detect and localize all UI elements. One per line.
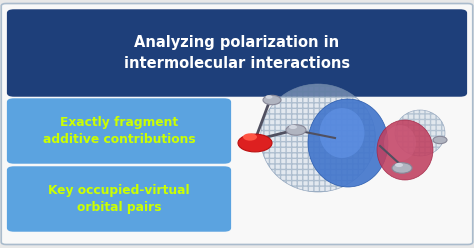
Text: Analyzing polarization in
intermolecular interactions: Analyzing polarization in intermolecular… — [124, 35, 350, 71]
Circle shape — [238, 134, 272, 152]
FancyBboxPatch shape — [7, 166, 231, 232]
Circle shape — [289, 125, 297, 129]
Ellipse shape — [319, 108, 365, 158]
Ellipse shape — [308, 99, 388, 187]
FancyBboxPatch shape — [1, 3, 473, 245]
Ellipse shape — [261, 84, 375, 192]
Circle shape — [286, 125, 306, 135]
Circle shape — [265, 95, 273, 99]
Circle shape — [263, 95, 281, 105]
Text: Exactly fragment
additive contributions: Exactly fragment additive contributions — [43, 116, 195, 146]
Circle shape — [433, 136, 447, 144]
Circle shape — [395, 163, 403, 167]
Ellipse shape — [395, 110, 445, 156]
FancyBboxPatch shape — [7, 98, 231, 164]
FancyBboxPatch shape — [7, 9, 467, 97]
Ellipse shape — [377, 120, 433, 180]
Ellipse shape — [384, 125, 416, 161]
Circle shape — [392, 163, 412, 173]
Text: Key occupied-virtual
orbital pairs: Key occupied-virtual orbital pairs — [48, 184, 190, 214]
Circle shape — [243, 133, 257, 141]
